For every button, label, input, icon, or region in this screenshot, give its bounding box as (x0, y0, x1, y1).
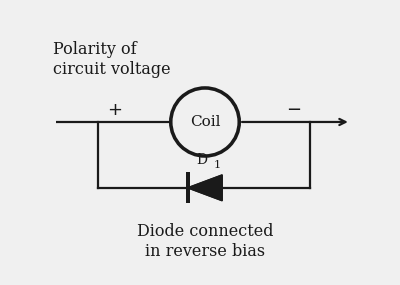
Text: +: + (108, 101, 122, 119)
Polygon shape (188, 175, 222, 201)
Text: D: D (196, 153, 208, 167)
Text: in reverse bias: in reverse bias (145, 243, 265, 260)
Text: circuit voltage: circuit voltage (53, 60, 171, 78)
Text: 1: 1 (213, 160, 220, 170)
Text: −: − (286, 101, 301, 119)
Text: Polarity of: Polarity of (53, 41, 137, 58)
Text: Coil: Coil (190, 115, 220, 129)
Text: Diode connected: Diode connected (137, 223, 273, 240)
